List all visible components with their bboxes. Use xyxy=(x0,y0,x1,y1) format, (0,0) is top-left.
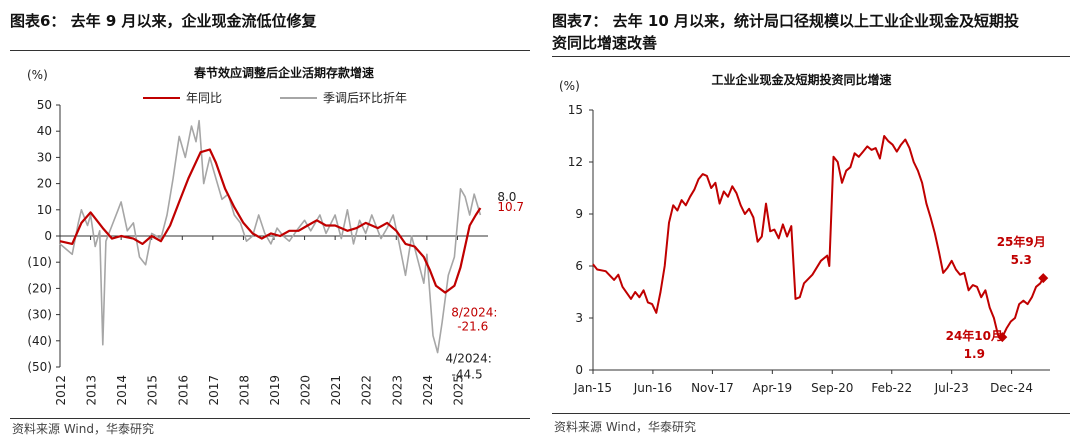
x-tick-label: 2014 xyxy=(115,375,129,406)
annotation-saar-trough-date: 4/2024: xyxy=(446,352,492,366)
left-figure-title: 图表6： 去年 9 月以来，企业现金流低位修复 xyxy=(10,12,317,30)
x-tick-label: 2023 xyxy=(390,375,404,406)
annotation-saar-trough-value: -44.5 xyxy=(452,368,483,382)
x-tick-label: 2018 xyxy=(237,375,251,406)
y-tick-label: (10) xyxy=(27,255,52,269)
series-line-yoy xyxy=(59,148,482,294)
x-tick-label: 2012 xyxy=(54,375,68,406)
series-line xyxy=(592,135,1045,339)
x-tick-label: 2024 xyxy=(421,375,435,406)
y-tick-label: 50 xyxy=(37,98,52,112)
highlight-label-date: 24年10月 xyxy=(946,328,1003,343)
x-tick-label: 2013 xyxy=(85,375,99,406)
x-tick-label: Jan-15 xyxy=(573,381,612,395)
x-tick-label: Dec-24 xyxy=(990,381,1033,395)
y-tick-label: (30) xyxy=(27,308,52,322)
y-tick-label: (40) xyxy=(27,334,52,348)
highlight-label-date: 25年9月 xyxy=(997,234,1046,249)
chart-title: 工业企业现金及短期投资同比增速 xyxy=(711,72,891,87)
x-tick-label: 2017 xyxy=(207,375,221,406)
annotation-latest-yoy: 10.7 xyxy=(497,200,524,214)
x-tick-label: 2019 xyxy=(268,375,282,406)
annotation-yoy-trough-value: -21.6 xyxy=(457,320,488,334)
left-title-rule xyxy=(10,50,530,51)
y-tick-label: 12 xyxy=(568,155,583,169)
x-tick-label: Apr-19 xyxy=(753,381,793,395)
annotation-yoy-trough-date: 8/2024: xyxy=(451,306,497,320)
left-source: 资料来源 Wind，华泰研究 xyxy=(12,422,154,436)
highlight-marker xyxy=(997,332,1008,343)
x-tick-label: Feb-22 xyxy=(871,381,912,395)
left-bottom-rule xyxy=(10,418,530,419)
y-tick-label: 20 xyxy=(37,177,52,191)
y-axis-unit: (%) xyxy=(27,68,48,82)
y-tick-label: 40 xyxy=(37,124,52,138)
legend-label-yoy: 年同比 xyxy=(186,91,222,105)
y-tick-label: 0 xyxy=(575,363,583,377)
y-tick-label: (50) xyxy=(27,360,52,374)
x-tick-label: Jun-16 xyxy=(633,381,672,395)
highlight-label-value: 5.3 xyxy=(1011,253,1032,267)
x-tick-label: 2021 xyxy=(329,375,343,406)
x-tick-label: Nov-17 xyxy=(691,381,734,395)
highlight-marker xyxy=(1038,273,1049,284)
right-bottom-rule xyxy=(552,413,1070,414)
highlight-label-value: 1.9 xyxy=(964,347,985,361)
x-tick-label: Jul-23 xyxy=(934,381,969,395)
right-title-rule xyxy=(552,56,1070,57)
y-tick-label: 30 xyxy=(37,150,52,164)
x-tick-label: 2016 xyxy=(176,375,190,406)
right-figure-title-line1: 图表7： 去年 10 月以来，统计局口径规模以上工业企业现金及短期投 xyxy=(552,12,1019,30)
x-tick-label: 2015 xyxy=(146,375,160,406)
y-tick-label: 15 xyxy=(568,103,583,117)
y-tick-label: 6 xyxy=(575,259,583,273)
chart-title: 春节效应调整后企业活期存款增速 xyxy=(193,65,374,80)
y-tick-label: 9 xyxy=(575,207,583,221)
left-chart: 春节效应调整后企业活期存款增速 (%) 年同比 季调后环比折年 50 40 30 20 10 0 (… xyxy=(27,65,524,406)
y-tick-label: 0 xyxy=(44,229,52,243)
y-tick-label: 10 xyxy=(37,203,52,217)
right-chart: 工业企业现金及短期投资同比增速 (%) 15 12 9 6 3 0 Jan-15 Jun-16 No… xyxy=(559,72,1050,395)
y-tick-label: (20) xyxy=(27,281,52,295)
annotation-latest-saar: 8.0 xyxy=(497,190,516,204)
x-tick-label: Sep-20 xyxy=(811,381,853,395)
right-figure-title-line2: 资同比增速改善 xyxy=(552,34,658,52)
x-tick-label: 2020 xyxy=(299,375,313,406)
legend-label-saar: 季调后环比折年 xyxy=(323,90,407,105)
series-line-saar xyxy=(59,119,482,354)
x-tick-label: 2022 xyxy=(360,375,374,406)
x-tick-label: 2025 xyxy=(451,375,465,406)
right-source: 资料来源 Wind，华泰研究 xyxy=(554,420,696,434)
y-tick-label: 3 xyxy=(575,311,583,325)
y-axis-unit: (%) xyxy=(559,79,580,93)
